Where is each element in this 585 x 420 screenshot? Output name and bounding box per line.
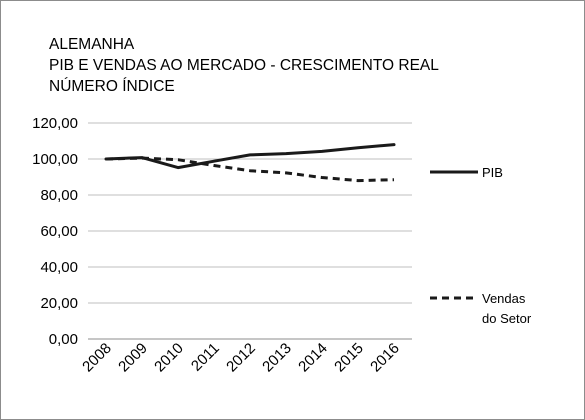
legend-label-vendas-line-1: Vendas bbox=[482, 291, 526, 306]
y-tick-label: 60,00 bbox=[40, 223, 78, 240]
chart-title-block: ALEMANHA PIB E VENDAS AO MERCADO - CRESC… bbox=[49, 34, 439, 97]
y-tick-label: 40,00 bbox=[40, 259, 78, 276]
x-tick-label: 2009 bbox=[115, 340, 151, 376]
series-line-vendas bbox=[105, 156, 395, 183]
chart-title: ALEMANHA bbox=[49, 36, 135, 53]
legend-label-vendas-line-2: do Setor bbox=[482, 311, 532, 326]
y-tick-label: 0,00 bbox=[49, 331, 78, 348]
legend-label-pib: PIB bbox=[482, 165, 503, 180]
x-tick-label: 2016 bbox=[367, 340, 403, 376]
y-tick-label: 20,00 bbox=[40, 295, 78, 312]
x-tick-label: 2010 bbox=[151, 340, 187, 376]
y-tick-label: 100,00 bbox=[32, 151, 78, 168]
x-tick-label: 2011 bbox=[188, 340, 223, 375]
x-tick-label: 2012 bbox=[223, 340, 259, 376]
x-tick-label: 2013 bbox=[259, 340, 295, 376]
series-line-pib bbox=[104, 143, 396, 170]
chart-subtitle-line-2: NÚMERO ÍNDICE bbox=[49, 78, 175, 95]
y-tick-label: 120,00 bbox=[32, 115, 78, 132]
x-tick-label: 2008 bbox=[79, 340, 115, 376]
y-tick-label: 80,00 bbox=[40, 187, 78, 204]
x-tick-label: 2014 bbox=[295, 340, 331, 376]
x-tick-label: 2015 bbox=[331, 340, 367, 376]
chart-subtitle-line-1: PIB E VENDAS AO MERCADO - CRESCIMENTO RE… bbox=[49, 57, 439, 74]
